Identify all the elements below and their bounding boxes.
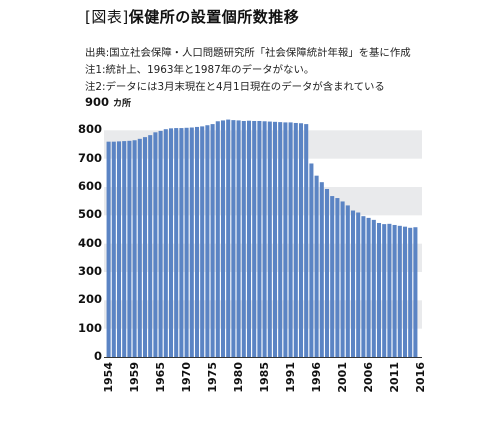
bar bbox=[283, 122, 288, 358]
y-tick-label: 400 bbox=[77, 235, 102, 250]
bar bbox=[137, 138, 142, 357]
bar bbox=[397, 225, 402, 357]
bar bbox=[210, 124, 215, 357]
title-bracket: [図表] bbox=[85, 8, 129, 26]
bar bbox=[252, 120, 257, 357]
bar bbox=[168, 128, 174, 357]
bar bbox=[413, 227, 418, 357]
bar bbox=[330, 196, 335, 357]
y-tick-label: 800 bbox=[77, 122, 102, 137]
bar bbox=[174, 128, 179, 357]
bar bbox=[376, 222, 382, 357]
y-tick-label: 500 bbox=[77, 207, 102, 222]
bar bbox=[392, 224, 397, 357]
bar bbox=[382, 224, 387, 357]
bar bbox=[189, 127, 194, 357]
y-axis-unit: カ所 bbox=[113, 99, 132, 109]
bar bbox=[220, 120, 226, 357]
bar bbox=[257, 120, 262, 357]
bar bbox=[293, 122, 298, 357]
bar bbox=[278, 122, 283, 358]
bar bbox=[236, 120, 241, 357]
bar bbox=[205, 125, 210, 357]
x-tick-label: 1965 bbox=[153, 362, 167, 393]
bar bbox=[402, 226, 408, 357]
bar bbox=[226, 119, 231, 357]
bar bbox=[158, 130, 163, 357]
bar bbox=[309, 163, 314, 357]
x-tick-label: 1959 bbox=[127, 362, 141, 393]
bar bbox=[215, 121, 220, 358]
bar bbox=[246, 120, 252, 357]
bar bbox=[319, 182, 324, 357]
x-tick-label: 1954 bbox=[101, 362, 115, 393]
x-tick-label: 1996 bbox=[309, 362, 323, 393]
bar bbox=[200, 126, 205, 358]
source-note: 出典:国立社会保障・人口問題研究所「社会保障統計年報」を基に作成 bbox=[85, 47, 411, 59]
y-tick-label: 700 bbox=[77, 150, 102, 165]
bar bbox=[179, 128, 184, 357]
bar bbox=[272, 121, 278, 357]
bar bbox=[356, 212, 361, 357]
bar bbox=[314, 175, 319, 357]
y-tick-label: 100 bbox=[77, 320, 102, 335]
y-tick-label: 900 bbox=[85, 95, 110, 109]
y-tick-top: 900 カ所 bbox=[85, 95, 131, 109]
bar bbox=[262, 121, 267, 358]
bar bbox=[184, 127, 189, 357]
bar bbox=[231, 120, 236, 357]
bar bbox=[366, 217, 371, 357]
bar bbox=[335, 198, 340, 357]
x-tick-label: 2016 bbox=[413, 362, 427, 393]
x-tick-label: 1970 bbox=[179, 362, 193, 393]
bar bbox=[163, 129, 168, 357]
y-tick-label: 0 bbox=[93, 349, 102, 363]
x-tick-label: 2006 bbox=[361, 362, 375, 393]
x-tick-label: 2001 bbox=[335, 362, 349, 393]
x-tick-label: 1980 bbox=[231, 362, 245, 393]
bar bbox=[267, 121, 272, 357]
note-1: 注1:統計上、1963年と1987年のデータがない。 bbox=[85, 64, 315, 76]
bar bbox=[132, 140, 137, 357]
bar bbox=[194, 126, 200, 358]
bar bbox=[340, 201, 345, 357]
bar bbox=[361, 216, 366, 357]
bar bbox=[111, 141, 116, 357]
x-tick-label: 1975 bbox=[205, 362, 219, 393]
x-tick-label: 1991 bbox=[283, 362, 297, 393]
bar bbox=[127, 140, 132, 357]
x-tick-label: 1985 bbox=[257, 362, 271, 393]
y-tick-label: 200 bbox=[77, 292, 102, 307]
bar bbox=[122, 141, 127, 357]
bar bbox=[148, 135, 153, 357]
chart-title: [図表]保健所の設置個所数推移 bbox=[85, 6, 299, 27]
bar bbox=[345, 205, 350, 357]
note-2: 注2:データには3月末現在と4月1日現在のデータが含まれている bbox=[85, 81, 385, 93]
y-tick-label: 600 bbox=[77, 179, 102, 193]
bar bbox=[106, 141, 111, 357]
bar bbox=[350, 210, 356, 357]
bar bbox=[408, 227, 413, 357]
bar bbox=[142, 137, 148, 357]
title-main: 保健所の設置個所数推移 bbox=[128, 8, 300, 26]
bar bbox=[298, 123, 304, 357]
bar bbox=[288, 122, 293, 358]
bar bbox=[241, 120, 246, 357]
bar bbox=[371, 219, 376, 357]
bar bbox=[304, 124, 309, 357]
bar bbox=[116, 141, 122, 357]
bar bbox=[387, 223, 392, 357]
bar bbox=[153, 132, 158, 357]
y-tick-label: 300 bbox=[77, 264, 102, 278]
x-tick-label: 2011 bbox=[387, 362, 401, 393]
bar bbox=[324, 188, 330, 357]
